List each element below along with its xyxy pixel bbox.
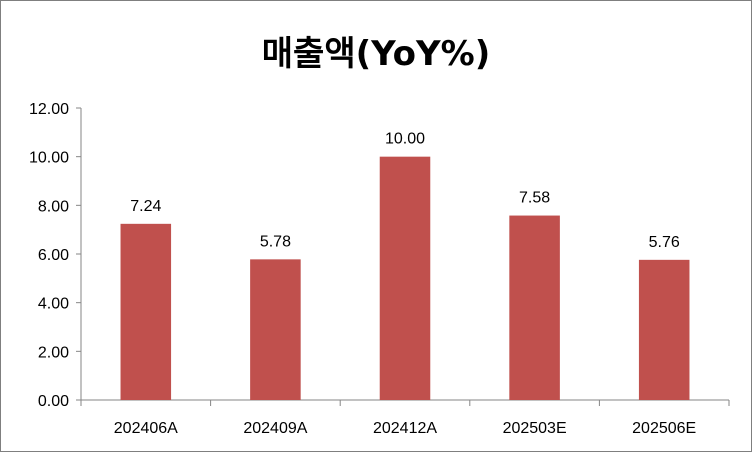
bar — [379, 156, 431, 400]
x-tick-label: 202406A — [114, 420, 178, 437]
x-tick-label: 202503E — [503, 420, 567, 437]
data-label: 7.24 — [130, 198, 161, 215]
y-tick-label: 2.00 — [38, 344, 69, 361]
y-tick-label: 0.00 — [38, 393, 69, 410]
x-axis: 202406A 202409A 202412A 202503E 202506E — [80, 399, 730, 437]
x-tick-label: 202412A — [373, 420, 437, 437]
data-label: 5.78 — [260, 233, 291, 250]
data-labels: 7.24 5.78 10.00 7.58 5.76 — [130, 131, 680, 251]
y-axis: 0.00 2.00 4.00 6.00 8.00 10.00 12.00 — [29, 101, 82, 410]
y-tick-label: 8.00 — [38, 198, 69, 215]
x-tick-label: 202506E — [632, 420, 696, 437]
data-label: 10.00 — [385, 131, 425, 148]
bar — [250, 259, 301, 400]
y-tick-label: 10.00 — [29, 150, 69, 167]
bar — [509, 215, 560, 400]
bar-series — [120, 156, 690, 400]
data-label: 7.58 — [519, 190, 550, 207]
y-tick-label: 6.00 — [38, 247, 69, 264]
data-label: 5.76 — [649, 234, 680, 251]
bar — [638, 259, 690, 400]
y-tick-label: 12.00 — [29, 101, 69, 118]
x-tick-label: 202409A — [243, 420, 307, 437]
chart-title: 매출액(YoY%) — [262, 34, 490, 74]
bar — [120, 223, 172, 400]
y-tick-label: 4.00 — [38, 296, 69, 313]
